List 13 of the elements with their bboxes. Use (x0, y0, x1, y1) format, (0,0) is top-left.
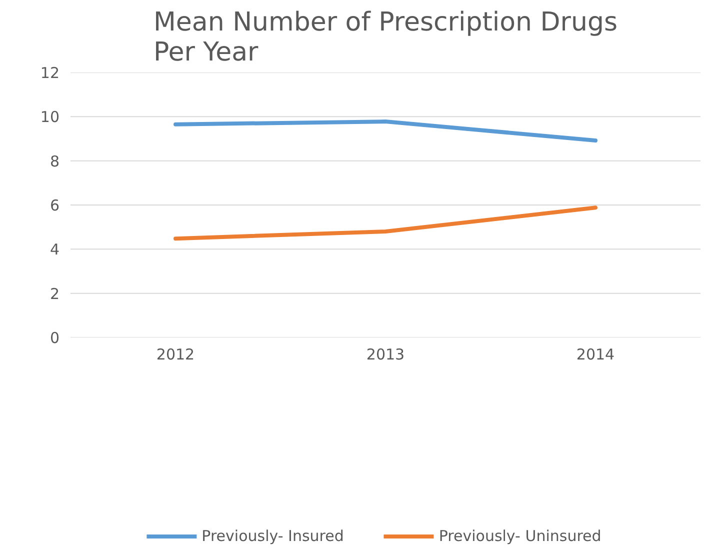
x-tick-label: 2012 (156, 346, 195, 364)
legend-label: Previously- Insured (202, 526, 344, 544)
y-tick-label: 6 (50, 196, 60, 214)
y-tick-label: 0 (50, 329, 60, 347)
y-tick-label: 4 (50, 240, 60, 259)
x-tick-label: 2014 (576, 346, 615, 364)
legend-label: Previously- Uninsured (438, 526, 602, 544)
y-tick-label: 10 (40, 108, 60, 126)
chart-title: Mean Number of Prescription Drugs Per Year (153, 8, 618, 68)
y-tick-label: 2 (50, 284, 60, 303)
y-tick-label: 12 (40, 64, 60, 82)
y-tick-label: 8 (50, 152, 60, 170)
x-tick-label: 2013 (366, 346, 405, 364)
